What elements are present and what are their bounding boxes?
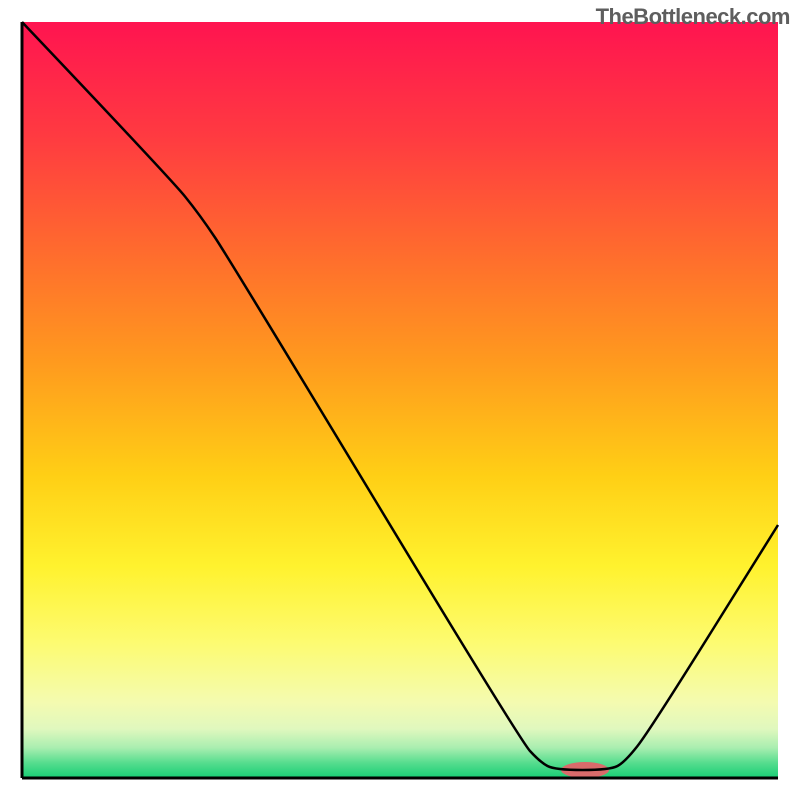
bottleneck-chart (0, 0, 800, 800)
plot-background-gradient (22, 22, 778, 778)
watermark-label: TheBottleneck.com (596, 4, 790, 30)
